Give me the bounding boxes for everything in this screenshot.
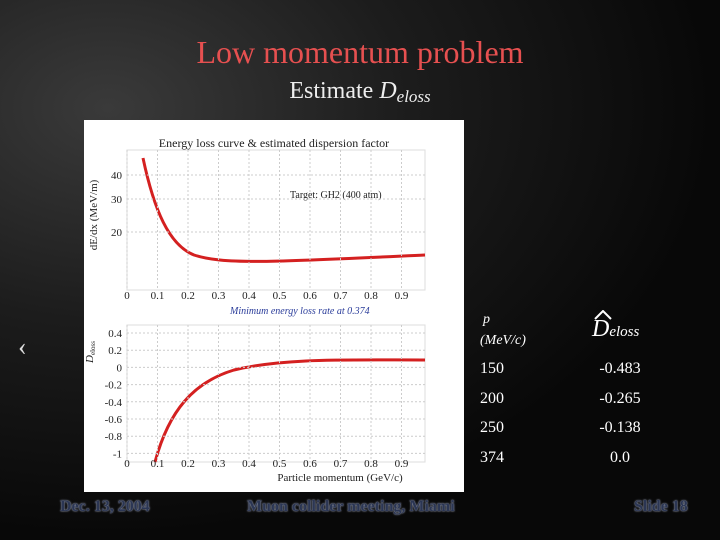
col-header-symbol: D	[592, 316, 610, 342]
x-tick-label: 0.7	[334, 458, 348, 470]
x-tick-label: 0.4	[242, 290, 256, 302]
figure-title: Energy loss curve & estimated dispersion…	[159, 136, 389, 150]
footer-date: Dec. 13, 2004	[60, 498, 150, 515]
subscript: eloss	[396, 87, 431, 106]
curve	[153, 358, 426, 463]
x-tick-label: 0.6	[303, 290, 317, 302]
x-tick-label: 0.2	[181, 458, 195, 470]
cell-value: -0.265	[599, 389, 641, 407]
cell-momentum: 150	[480, 360, 504, 377]
x-label: Particle momentum (GeV/c)	[277, 472, 403, 484]
nav-arrow[interactable]: ‹	[18, 332, 27, 361]
y-label-subscript: eloss	[89, 341, 97, 355]
bottom-plot: Deloss Particle momentum (GeV/c) 0 0.1 0.2…	[84, 324, 426, 484]
x-tick-label: 0.2	[181, 290, 195, 302]
cell-value: -0.483	[599, 360, 641, 377]
cell-momentum: 374	[480, 448, 504, 466]
subtitle: Estimate Deloss	[0, 78, 720, 106]
subtitle-text: Estimate	[289, 78, 374, 104]
figure: Energy loss curve & estimated dispersion…	[84, 120, 464, 492]
x-tick-label: 0.5	[273, 458, 287, 470]
x-tick-label: 0.8	[364, 458, 378, 470]
top-plot: dE/dx (MeV/m) Target: GH2 (400 atm) Mini…	[88, 149, 426, 317]
x-tick-label: 0	[124, 458, 130, 470]
y-label-symbol: D	[84, 355, 96, 364]
x-tick-label: 0.9	[395, 290, 409, 302]
x-tick-label: 0.8	[364, 290, 378, 302]
y-label: Deloss	[84, 341, 97, 364]
x-tick-label: 0.5	[273, 290, 287, 302]
cell-value: 0.0	[610, 448, 630, 466]
note: Minimum energy loss rate at 0.374	[229, 306, 370, 317]
annotation: Target: GH2 (400 atm)	[290, 190, 382, 201]
y-tick-label: 0.4	[108, 328, 122, 340]
footer-event: Muon collider meeting, Miami	[247, 498, 455, 515]
col-header-symbol: p	[483, 312, 490, 327]
y-tick-label: -1	[113, 448, 122, 460]
curve	[141, 157, 426, 263]
y-tick-label: -0.6	[105, 414, 123, 426]
y-label: dE/dx (MeV/m)	[88, 179, 100, 250]
y-tick-label: 40	[111, 170, 123, 182]
y-tick-label: -0.4	[105, 397, 123, 409]
x-tick-label: 0	[124, 290, 130, 302]
cell-momentum: 250	[480, 419, 504, 436]
y-tick-label: 20	[111, 227, 123, 239]
footer-slide: Slide 18	[634, 498, 688, 515]
y-tick-label: -0.2	[105, 380, 122, 392]
y-tick-label: 0.2	[108, 345, 122, 357]
cell-value: -0.138	[599, 419, 641, 436]
y-tick-label: 30	[111, 194, 123, 206]
title: Low momentum problem	[196, 34, 524, 70]
x-tick-label: 0.9	[395, 458, 409, 470]
x-tick-label: 0.1	[151, 290, 165, 302]
col-header-subscript: eloss	[609, 324, 640, 340]
x-tick-label: 0.4	[242, 458, 256, 470]
x-tick-label: 0.6	[303, 458, 317, 470]
col-header: Deloss	[592, 310, 640, 343]
col-header-unit: (MeV/c)	[480, 333, 526, 348]
symbol: D	[379, 78, 397, 104]
x-tick-label: 0.7	[334, 290, 348, 302]
x-tick-label: 0.3	[212, 458, 226, 470]
y-tick-label: -0.8	[105, 431, 123, 443]
cell-momentum: 200	[480, 389, 504, 407]
hat	[594, 310, 612, 320]
x-tick-label: 0.1	[151, 458, 165, 470]
y-tick-label: 0	[117, 362, 123, 374]
x-tick-label: 0.3	[212, 290, 226, 302]
